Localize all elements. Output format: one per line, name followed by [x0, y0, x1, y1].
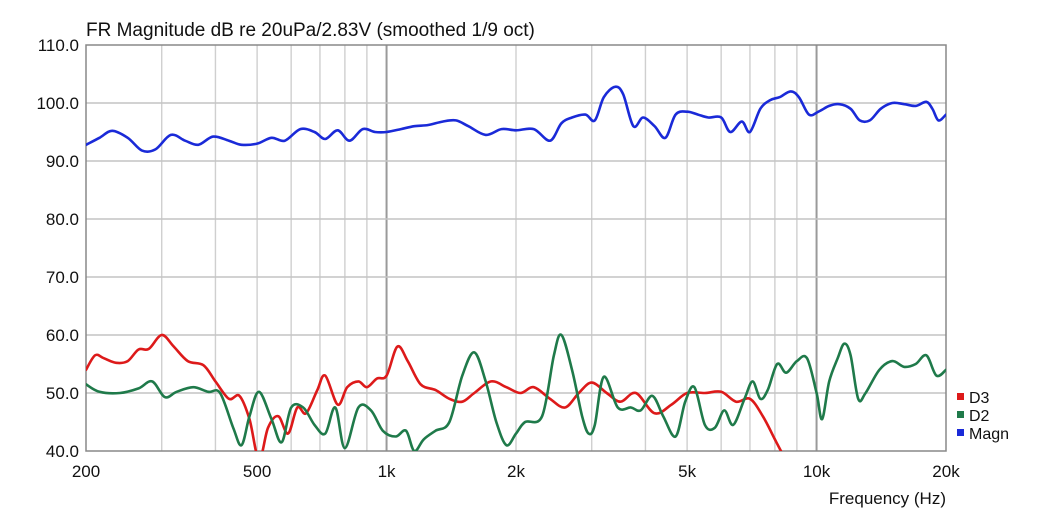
- x-tick-label: 20k: [932, 462, 960, 481]
- plot-area-frame: [85, 44, 947, 452]
- series-lines: [86, 85, 946, 451]
- y-tick-label: 40.0: [46, 442, 79, 461]
- series-line-d3: [86, 333, 783, 451]
- x-tick-label: 500: [243, 462, 271, 481]
- x-tick-label: 1k: [378, 462, 396, 481]
- x-axis-ticks: 200 500 1k 2k 5k 10k 20k: [72, 462, 960, 481]
- legend-swatch-d3: [957, 393, 964, 400]
- legend-label-d3: D3: [969, 390, 990, 407]
- y-tick-label: 50.0: [46, 384, 79, 403]
- legend-label-d2: D2: [969, 408, 990, 425]
- y-axis-ticks: 110.0 100.0 90.0 80.0 70.0 60.0 50.0 40.0: [36, 36, 79, 461]
- y-tick-label: 70.0: [46, 268, 79, 287]
- y-tick-label: 60.0: [46, 326, 79, 345]
- x-tick-label: 200: [72, 462, 100, 481]
- legend-label-magn: Magn: [969, 426, 1009, 443]
- y-tick-label: 100.0: [36, 94, 79, 113]
- x-tick-label: 2k: [507, 462, 525, 481]
- series-line-magn: [86, 85, 946, 154]
- x-tick-label: 10k: [803, 462, 831, 481]
- x-axis-label: Frequency (Hz): [829, 489, 946, 508]
- y-tick-label: 80.0: [46, 210, 79, 229]
- series-line-d2: [86, 333, 946, 451]
- x-tick-label: 5k: [678, 462, 696, 481]
- legend-swatch-d2: [957, 411, 964, 418]
- y-tick-label: 110.0: [38, 36, 79, 55]
- chart-title: FR Magnitude dB re 20uPa/2.83V (smoothed…: [86, 20, 535, 41]
- y-tick-label: 90.0: [46, 152, 79, 171]
- legend-swatch-magn: [957, 429, 964, 436]
